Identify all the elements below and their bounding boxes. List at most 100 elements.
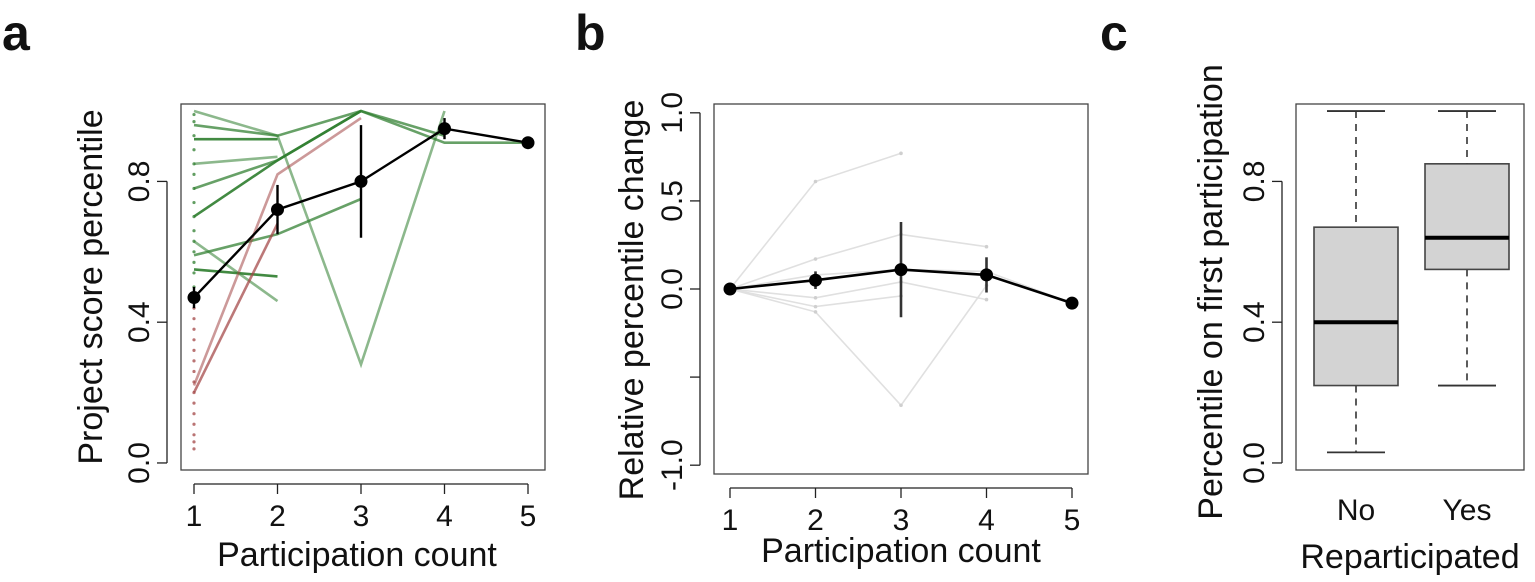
panel-b-x-axis-title: Participation count [761, 532, 1041, 570]
panel-b-x-tick-label: 4 [978, 504, 995, 537]
box-iqr [1313, 226, 1399, 387]
single-participant-point [192, 369, 196, 374]
panel-a-y-tick-label: 0.4 [123, 301, 156, 343]
panel-b-y-tick-label: 0.5 [656, 180, 689, 222]
panel-b-plot-frame [713, 103, 1089, 475]
mean-point [521, 136, 535, 150]
panel-c-y-tick-label: 0.8 [1238, 161, 1271, 203]
trajectory-point [813, 257, 818, 261]
panel-c-x-category-label: No [1337, 494, 1375, 527]
trajectory-line [193, 155, 278, 166]
panel-b-x-tick-label: 3 [893, 504, 910, 537]
panel-b-x-tick-label: 1 [722, 504, 739, 537]
panel-a-y-tick-label: 0.0 [123, 442, 156, 484]
panel-c-data [1313, 110, 1510, 454]
panel-a-x-axis-title: Participation count [217, 536, 497, 574]
panel-b-y-ticks: 1.0 0.5 0.0 -1.0 [656, 92, 701, 491]
panel-a-x-tick-label: 4 [436, 500, 453, 533]
box-iqr [1424, 163, 1510, 271]
panel-letter-a: a [2, 5, 31, 61]
single-participant-point [192, 260, 196, 264]
panel-a-y-tick-label: 0.8 [123, 161, 156, 203]
single-participant-point [192, 134, 196, 138]
panel-b-y-tick-label: -1.0 [656, 439, 689, 491]
single-participant-point [192, 440, 196, 444]
panel-b-x-tick-label: 2 [807, 504, 824, 537]
mean-point [354, 174, 368, 188]
panel-a-x-tick-label: 1 [186, 500, 203, 533]
single-participant-point [192, 401, 196, 405]
single-participant-point [192, 338, 196, 342]
mean-point [723, 282, 737, 296]
trajectory-point [899, 151, 903, 156]
panel-letter-b: b [575, 5, 606, 61]
panel-c: c 0.0 0.4 0.8 No Yes Reparticipated Percent… [1100, 5, 1525, 576]
panel-b-y-tick-label: 0.0 [656, 268, 689, 310]
panel-c-plot-frame [1295, 103, 1525, 471]
trajectory-line [729, 233, 987, 290]
panel-c-x-category-label: Yes [1443, 494, 1492, 527]
mean-point [980, 268, 993, 282]
single-participant-point [192, 172, 196, 176]
single-participant-point [192, 447, 196, 451]
single-participant-point [192, 119, 196, 124]
single-participant-point [192, 359, 196, 363]
panel-c-x-ticks: No Yes [1337, 494, 1492, 527]
single-participant-point [192, 422, 196, 426]
panel-a: a 0.0 0.4 0.8 1 2 3 4 5 Participation count Pr… [2, 5, 546, 574]
single-participant-point [192, 317, 196, 321]
panel-a-y-axis-title: Project score percentile [72, 109, 110, 464]
panel-c-y-axis-title: Percentile on first participation [1192, 64, 1230, 519]
trajectory-line [729, 285, 988, 407]
panel-a-y-ticks: 0.0 0.4 0.8 [123, 161, 168, 484]
panel-a-plot-frame [180, 103, 546, 471]
panel-b-x-tick-label: 5 [1064, 504, 1081, 537]
trajectory-line [193, 109, 446, 369]
trajectory-point [984, 244, 989, 249]
mean-point [271, 203, 284, 217]
panel-c-x-axis-title: Reparticipated [1300, 538, 1519, 576]
trajectory-line [192, 117, 362, 386]
trajectory-point [984, 297, 989, 302]
single-participant-point [192, 112, 196, 117]
panel-a-data [187, 109, 535, 451]
panel-c-y-tick-label: 0.4 [1238, 301, 1271, 343]
single-participant-point [192, 229, 196, 233]
panel-c-y-ticks: 0.0 0.4 0.8 [1238, 161, 1283, 484]
panel-a-x-tick-label: 2 [269, 500, 286, 533]
panel-a-x-tick-label: 5 [520, 500, 537, 533]
single-participant-point [192, 348, 196, 352]
panel-b-x-ticks: 1 2 3 4 5 [722, 487, 1081, 537]
panel-b-data [723, 151, 1079, 408]
trajectory-point [813, 296, 818, 300]
single-participant-point [192, 148, 196, 152]
trajectory-line [193, 109, 362, 218]
panel-b: b 1.0 0.5 0.0 -1.0 1 2 3 4 5 Participation coun… [575, 5, 1089, 570]
mean-point [809, 273, 822, 287]
panel-letter-c: c [1100, 5, 1128, 61]
mean-point [1065, 296, 1079, 310]
trajectory-point [813, 310, 818, 314]
single-participant-point [192, 250, 196, 254]
trajectory-line [193, 268, 278, 278]
panel-a-x-tick-label: 3 [353, 500, 370, 533]
trajectory-point [813, 179, 818, 184]
single-participant-point [192, 271, 196, 275]
single-participant-point [192, 433, 196, 437]
trajectory-line [192, 223, 279, 394]
trajectory-point [813, 304, 818, 309]
mean-point [187, 291, 201, 305]
trajectory-point [899, 403, 903, 408]
panel-b-y-axis-title: Relative percentile change [613, 100, 651, 501]
mean-point [894, 263, 908, 277]
single-participant-point [192, 200, 196, 205]
panel-a-x-ticks: 1 2 3 4 5 [186, 483, 537, 533]
single-participant-point [192, 412, 196, 416]
panel-c-y-tick-label: 0.0 [1238, 442, 1271, 484]
trajectory-line [729, 152, 902, 290]
single-participant-point [192, 327, 196, 331]
mean-point [438, 122, 451, 136]
panel-b-y-tick-label: 1.0 [656, 92, 689, 134]
trajectory-line [729, 281, 987, 301]
